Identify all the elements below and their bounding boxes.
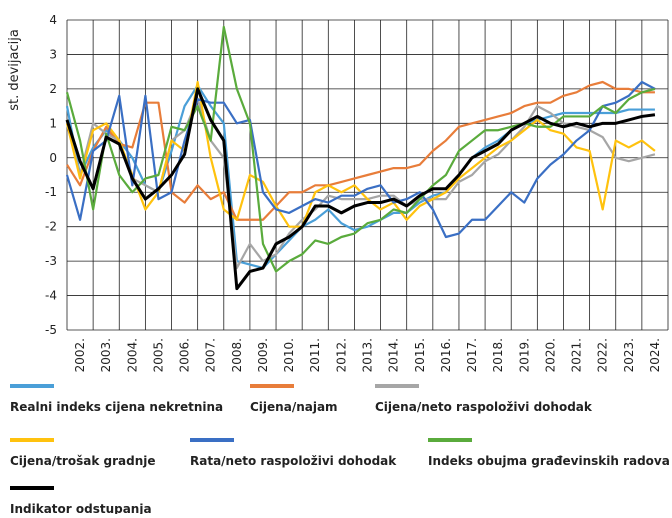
x-tick-label: 2020.	[543, 338, 557, 372]
series-line	[65, 87, 656, 291]
series-line	[65, 25, 656, 273]
x-tick-label: 2011.	[308, 338, 322, 372]
x-tick-label: 2024.	[648, 338, 662, 372]
y-tick-label: -5	[45, 323, 57, 337]
y-axis-label: st. devijacija	[7, 29, 22, 111]
y-tick-label: 4	[49, 13, 57, 27]
x-tick-label: 2009.	[256, 338, 270, 372]
legend-label: Indeks obujma građevinskih radova	[428, 454, 670, 468]
x-tick-label: 2006.	[178, 338, 192, 372]
legend-label: Realni indeks cijena nekretnina	[10, 400, 223, 414]
x-tick-label: 2019.	[517, 338, 531, 372]
y-tick-label: 2	[49, 82, 57, 96]
y-tick-label: -1	[45, 185, 57, 199]
x-tick-label: 2013.	[361, 338, 375, 372]
legend-label: Cijena/najam	[250, 400, 338, 414]
x-tick-label: 2022.	[596, 338, 610, 372]
x-tick-label: 2012.	[334, 338, 348, 372]
legend-label: Rata/neto raspoloživi dohodak	[190, 454, 397, 468]
x-tick-label: 2023.	[622, 338, 636, 372]
x-tick-label: 2016.	[439, 338, 453, 372]
y-tick-label: 0	[49, 151, 57, 165]
series-line	[65, 80, 656, 239]
x-tick-label: 2007.	[204, 338, 218, 372]
legend-label: Cijena/trošak gradnje	[10, 454, 155, 468]
y-tick-label: -2	[45, 220, 57, 234]
y-tick-label: 3	[49, 47, 57, 61]
x-tick-label: 2014.	[387, 338, 401, 372]
y-tick-label: -4	[45, 289, 57, 303]
x-tick-label: 2005.	[151, 338, 165, 372]
x-tick-label: 2017.	[465, 338, 479, 372]
x-tick-label: 2003.	[99, 338, 113, 372]
x-tick-label: 2008.	[230, 338, 244, 372]
y-tick-label: -3	[45, 254, 57, 268]
x-tick-label: 2002.	[73, 338, 87, 372]
y-tick-label: 1	[49, 116, 57, 130]
x-tick-label: 2018.	[491, 338, 505, 372]
x-tick-label: 2010.	[282, 338, 296, 372]
x-tick-label: 2021.	[570, 338, 584, 372]
x-tick-label: 2004.	[125, 338, 139, 372]
legend-label: Cijena/neto raspoloživi dohodak	[375, 400, 593, 414]
legend-label: Indikator odstupanja	[10, 502, 152, 514]
x-tick-label: 2015.	[413, 338, 427, 372]
